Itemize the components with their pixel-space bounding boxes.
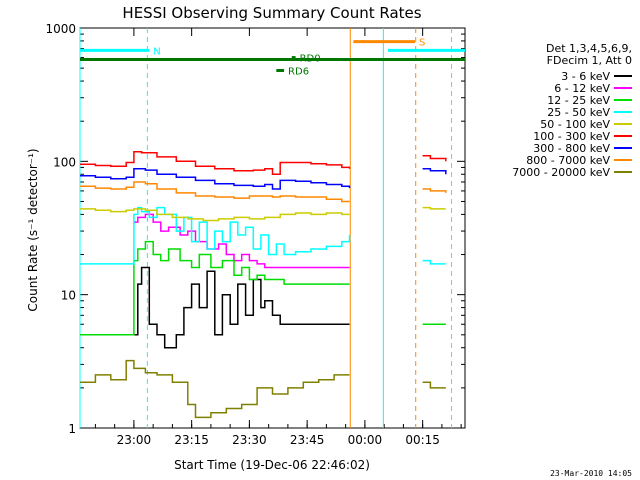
x-tick-label: 00:00 — [348, 433, 383, 447]
series-line-4 — [422, 206, 446, 210]
x-tick-label: 23:45 — [290, 433, 325, 447]
annotation-label: N — [153, 46, 160, 57]
legend-label: 50 - 100 keV — [540, 118, 610, 131]
y-axis-label: Count Rate (s⁻¹ detector⁻¹) — [26, 148, 40, 311]
y-tick-label: 100 — [53, 155, 76, 169]
legend-label: 7000 - 20000 keV — [512, 166, 610, 179]
series-line-5 — [80, 150, 351, 176]
legend-label: 300 - 800 keV — [533, 142, 610, 155]
y-tick-label: 1 — [68, 422, 76, 436]
x-tick-label: 23:00 — [117, 433, 152, 447]
legend-label: 800 - 7000 keV — [526, 154, 610, 167]
plot-area: 1 10 100 1000 23:00 23:15 23:30 23:45 00:00 00:15… — [45, 22, 466, 447]
series-line-5 — [422, 155, 447, 162]
legend: Det 1,3,4,5,6,9,FDecim 1, Att 0 3 - 6 keV… — [512, 42, 632, 179]
series-line-7 — [422, 188, 447, 193]
series-line-3 — [80, 206, 351, 265]
x-tick-label: 23:30 — [232, 433, 267, 447]
legend-header: Det 1,3,4,5,6,9, — [546, 42, 632, 55]
legend-label: 100 - 300 keV — [533, 130, 610, 143]
series-line-4 — [80, 208, 350, 222]
legend-label: 6 - 12 keV — [554, 82, 610, 95]
series-line-6 — [422, 167, 447, 175]
annotation-label: RD6 — [288, 67, 309, 78]
y-tick-label: 10 — [61, 289, 76, 303]
legend-header: FDecim 1, Att 0 — [547, 54, 632, 67]
annotation-label: S — [419, 38, 425, 49]
legend-label: 25 - 50 keV — [547, 106, 610, 119]
annotation-label: RD0 — [300, 54, 321, 65]
series-line-2 — [80, 240, 350, 336]
footer-timestamp: 23-Mar-2010 14:05 — [550, 469, 632, 478]
x-axis-label: Start Time (19-Dec-06 22:46:02) — [174, 458, 370, 472]
legend-label: 12 - 25 keV — [547, 94, 610, 107]
y-tick-label: 1000 — [45, 22, 76, 36]
series-line-1 — [133, 213, 350, 269]
series-line-8 — [422, 381, 446, 389]
legend-label: 3 - 6 keV — [561, 70, 610, 83]
chart-title: HESSI Observing Summary Count Rates — [122, 4, 421, 22]
x-tick-label: 23:15 — [174, 433, 209, 447]
series-line-6 — [80, 167, 351, 190]
x-tick-label: 00:15 — [405, 433, 440, 447]
series-line-0 — [133, 266, 350, 349]
series-line-8 — [80, 359, 350, 419]
series-line-7 — [80, 181, 350, 203]
series-line-3 — [422, 259, 446, 265]
